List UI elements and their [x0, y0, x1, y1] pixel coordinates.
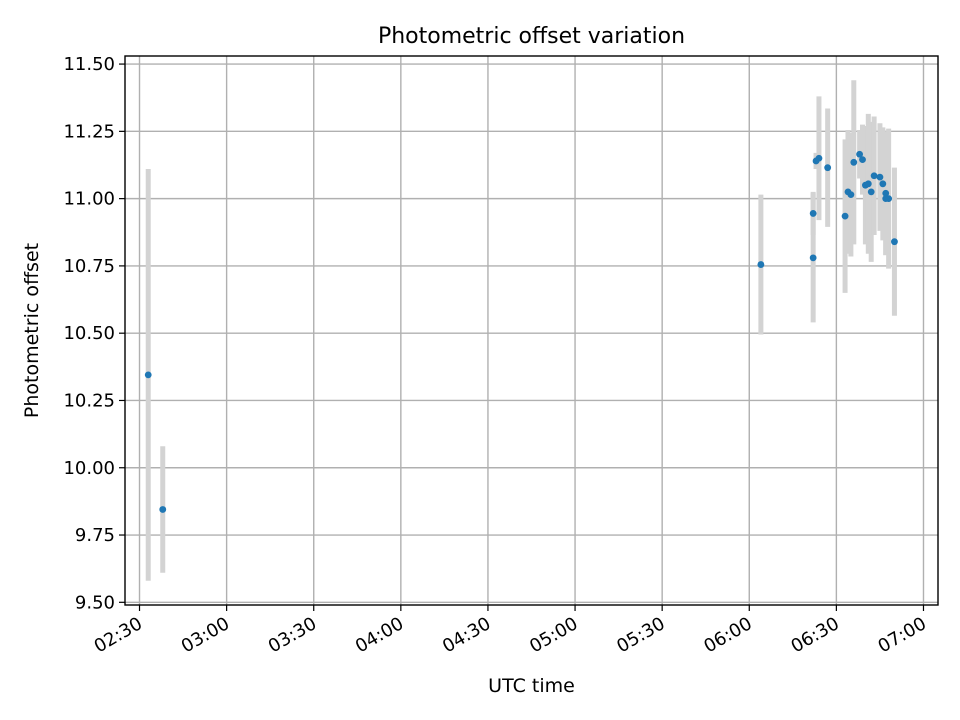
- y-tick-label: 9.50: [75, 592, 115, 613]
- data-point: [850, 158, 858, 166]
- data-point: [864, 180, 872, 188]
- data-point: [856, 150, 864, 158]
- x-axis-label: UTC time: [488, 675, 575, 697]
- data-point: [867, 188, 875, 196]
- x-tick-label: 03:30: [265, 613, 320, 657]
- y-axis-ticks: 9.50 9.75 10.00 10.25 10.50 10.75 11.00 11.25 11…: [63, 54, 125, 613]
- data-point: [879, 180, 887, 188]
- error-bars: [145, 80, 897, 581]
- x-axis-ticks: 02:30 03:00 03:30 04:00 04:30 05:00 05:30 06:00…: [91, 605, 930, 657]
- y-tick-label: 11.50: [63, 54, 115, 75]
- data-point: [809, 254, 817, 262]
- data-point: [824, 164, 832, 172]
- x-tick-label: 07:00: [875, 613, 930, 657]
- x-tick-label: 03:00: [178, 613, 233, 657]
- y-tick-label: 11.00: [63, 189, 115, 210]
- y-axis-label: Photometric offset: [21, 243, 43, 418]
- x-tick-label: 05:30: [613, 613, 668, 657]
- x-tick-label: 04:00: [352, 613, 407, 657]
- x-tick-label: 06:00: [700, 613, 755, 657]
- y-tick-label: 10.75: [63, 256, 115, 277]
- data-point: [757, 261, 765, 268]
- x-tick-label: 02:30: [91, 613, 146, 657]
- y-tick-label: 11.25: [63, 121, 115, 142]
- grid: [125, 56, 938, 605]
- x-tick-label: 04:30: [439, 613, 494, 657]
- data-point: [882, 189, 890, 197]
- y-tick-label: 9.75: [75, 525, 115, 546]
- data-point: [841, 212, 849, 220]
- data-point: [144, 371, 152, 379]
- data-point: [876, 173, 884, 181]
- data-point: [891, 238, 898, 246]
- data-point: [159, 506, 167, 513]
- data-point: [847, 191, 855, 198]
- data-point: [885, 195, 893, 203]
- data-point: [809, 210, 817, 217]
- chart-title: Photometric offset variation: [378, 24, 685, 49]
- data-point: [859, 156, 866, 164]
- x-tick-label: 05:00: [526, 613, 581, 657]
- data-points: [144, 150, 898, 513]
- y-tick-label: 10.50: [63, 323, 115, 344]
- data-point: [870, 172, 878, 180]
- y-tick-label: 10.25: [63, 390, 115, 411]
- y-tick-label: 10.00: [63, 458, 115, 479]
- plot-frame: [124, 55, 939, 606]
- x-tick-label: 06:30: [787, 613, 842, 657]
- data-point: [815, 154, 823, 162]
